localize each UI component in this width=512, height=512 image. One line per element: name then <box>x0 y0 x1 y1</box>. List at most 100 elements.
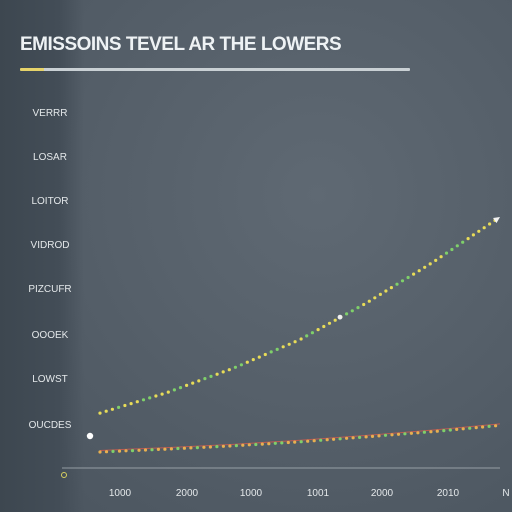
series-2-dot <box>396 432 401 436</box>
series-2-dot <box>358 435 362 439</box>
y-category-label: LOWST <box>32 374 68 385</box>
series-1-highlight-marker <box>337 314 343 320</box>
series-2-dot <box>416 431 420 435</box>
series-1-dot <box>350 309 354 313</box>
series-1-dot <box>191 381 195 385</box>
series-1-dot <box>345 312 349 316</box>
series-2-dot <box>98 450 102 454</box>
series-2-dot <box>143 448 148 452</box>
y-category-label: PIZCUFR <box>28 284 71 295</box>
series-1-dot <box>185 383 189 387</box>
series-2-dot <box>104 450 109 454</box>
series-1-dot <box>209 374 213 378</box>
series-2-dot <box>351 436 355 440</box>
series-1-arrowhead <box>493 217 500 224</box>
series-1-dot <box>104 409 108 413</box>
series-2-dot <box>435 429 439 433</box>
series-2-dot <box>137 448 141 452</box>
x-tick-label: 2000 <box>371 488 394 499</box>
series-1-dot <box>166 390 170 394</box>
series-2-dot <box>306 439 310 443</box>
series-1-dot <box>148 396 152 400</box>
series-2-dot <box>487 424 491 428</box>
series-1-dot <box>98 411 102 415</box>
series-1-dot <box>251 358 255 362</box>
y-category-label: LOITOR <box>31 196 68 207</box>
series-2-dot <box>325 438 329 442</box>
series-2-dot <box>117 449 122 453</box>
x-tick-label: 2000 <box>176 488 199 499</box>
series-1-dot <box>281 345 285 349</box>
series-1-dot <box>310 331 314 335</box>
series-2-dot <box>260 442 264 446</box>
series-2-dot <box>182 446 186 450</box>
trend-line <box>99 423 501 451</box>
series-1-dot <box>423 265 427 269</box>
series-1-dot <box>257 355 261 359</box>
y-category-label: LOSAR <box>33 152 67 163</box>
series-1-dot <box>178 386 183 390</box>
series-2-dot <box>176 446 180 451</box>
series-1-dot <box>439 255 443 259</box>
series-2-dot <box>228 444 232 448</box>
series-1-dot <box>406 275 410 280</box>
series-2-dot <box>429 430 433 434</box>
series-2-dot <box>202 445 206 449</box>
series-2-dot <box>494 424 498 428</box>
series-1-dot <box>395 282 399 286</box>
series-1-dot <box>482 226 486 230</box>
series-2-dot <box>267 442 271 446</box>
x-tick-label: 1001 <box>307 488 330 499</box>
series-2-dot <box>286 440 290 445</box>
series-2-dot <box>169 447 173 451</box>
series-2-dot <box>195 446 199 450</box>
series-1-dot <box>299 337 303 341</box>
series-1-dot <box>160 392 164 396</box>
series-2-dot <box>241 443 245 447</box>
series-2-dot <box>247 443 251 447</box>
series-2-dot <box>189 446 193 450</box>
series-1-dot <box>287 342 291 346</box>
series-2-dot <box>156 447 160 451</box>
series-2-dot <box>455 427 459 431</box>
series-2-dot <box>403 432 407 436</box>
series-1-dot <box>455 244 459 248</box>
y-category-label: VERRR <box>32 108 67 119</box>
series-1-dot <box>275 347 279 351</box>
series-1-dot <box>428 262 432 266</box>
left-panel <box>0 0 84 512</box>
title-underline <box>20 68 410 71</box>
y-category-label: OOOEK <box>32 330 69 341</box>
series-2-dot <box>481 425 485 429</box>
series-1-dot <box>227 368 231 372</box>
series-1-dot <box>378 292 382 296</box>
series-1-dot <box>417 269 421 273</box>
series-2-dot <box>370 434 375 438</box>
series-2-dot <box>448 428 452 432</box>
series-2-dot <box>390 433 394 437</box>
series-2-dot <box>332 437 336 441</box>
series-2-dot <box>312 439 316 443</box>
series-2-dot <box>221 444 225 448</box>
series-1-dot <box>135 400 139 404</box>
series-2-dot <box>338 437 342 441</box>
series-2-dot <box>130 449 135 453</box>
series-2-dot <box>461 427 465 431</box>
series-1-dot <box>123 403 127 408</box>
chart-title: EMISSOINS TEVEL AR THE LOWERS <box>20 34 342 55</box>
series-2-dot <box>383 433 388 437</box>
series-1-dot <box>412 272 416 276</box>
series-1-dot <box>466 237 470 241</box>
series-1-dot <box>389 286 393 290</box>
series-1-dot <box>172 388 176 392</box>
series-2-dot <box>234 444 238 448</box>
series-1-dot <box>305 334 309 338</box>
series-1-dot <box>110 407 114 411</box>
series-1-dot <box>154 394 158 398</box>
series-2-dot <box>474 426 478 430</box>
series-2-dot <box>150 448 154 452</box>
y-category-label: VIDROD <box>31 240 70 251</box>
series-1-dot <box>322 324 326 329</box>
series-1-dot <box>373 296 377 300</box>
